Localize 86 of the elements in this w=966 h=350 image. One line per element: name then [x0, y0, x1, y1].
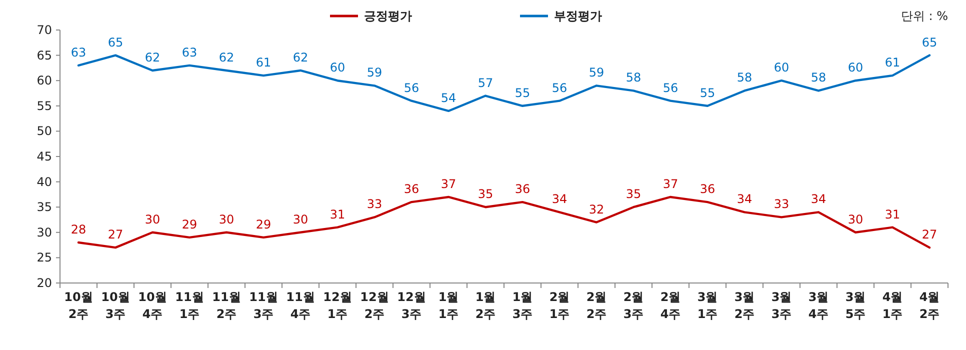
data-label: 37 — [440, 176, 456, 191]
data-label: 58 — [736, 70, 752, 85]
data-label: 60 — [848, 60, 864, 75]
x-tick-label: 2월 2주 — [586, 290, 607, 321]
y-tick-label: 35 — [36, 200, 52, 214]
data-label: 27 — [108, 228, 124, 242]
x-tick-label: 3월 1주 — [697, 290, 718, 321]
data-label: 65 — [108, 35, 124, 50]
y-tick-label: 20 — [36, 276, 52, 290]
x-tick-label: 1월 1주 — [438, 290, 459, 321]
data-label: 28 — [70, 222, 86, 237]
x-tick-label: 12월 2주 — [360, 290, 389, 321]
x-tick-label: 3월 2주 — [734, 290, 755, 321]
y-tick-label: 45 — [36, 150, 52, 164]
data-label: 58 — [810, 70, 826, 85]
data-label: 37 — [662, 176, 678, 191]
data-label: 35 — [626, 187, 642, 202]
data-label: 29 — [256, 217, 272, 232]
data-label: 30 — [144, 212, 160, 226]
data-label: 34 — [810, 192, 826, 206]
x-tick-label: 1월 3주 — [512, 290, 533, 321]
data-label: 61 — [884, 56, 900, 70]
x-tick-label: 10월 3주 — [101, 290, 130, 321]
x-tick-label: 4월 1주 — [882, 290, 903, 321]
data-label: 55 — [514, 86, 530, 100]
x-tick-label: 1월 2주 — [475, 290, 496, 321]
data-label: 60 — [330, 60, 346, 75]
x-tick-label: 4월 2주 — [919, 290, 940, 321]
x-tick-label: 3월 4주 — [808, 290, 829, 321]
data-label: 62 — [144, 50, 160, 64]
legend-label: 긍정평가 — [364, 9, 412, 23]
x-tick-label: 12월 1주 — [323, 290, 352, 321]
y-tick-label: 50 — [36, 124, 52, 138]
data-label: 32 — [588, 202, 604, 216]
x-tick-label: 11월 2주 — [212, 290, 241, 321]
legend-label: 부정평가 — [554, 9, 602, 23]
x-tick-label: 11월 3주 — [249, 290, 278, 321]
y-tick-label: 55 — [36, 98, 52, 113]
data-label: 33 — [366, 197, 382, 212]
data-label: 31 — [884, 207, 900, 222]
y-tick-label: 65 — [36, 48, 52, 62]
data-label: 63 — [182, 45, 198, 60]
data-label: 29 — [182, 217, 198, 232]
y-tick-label: 25 — [36, 250, 52, 265]
data-label: 61 — [256, 56, 272, 70]
data-label: 57 — [478, 76, 494, 90]
data-label: 30 — [848, 212, 864, 226]
x-tick-label: 11월 4주 — [286, 290, 315, 321]
y-tick-label: 30 — [36, 225, 52, 240]
y-tick-label: 60 — [36, 74, 52, 88]
data-label: 59 — [588, 66, 604, 80]
data-label: 54 — [440, 90, 456, 105]
x-tick-label: 2월 3주 — [623, 290, 644, 321]
data-label: 56 — [404, 80, 420, 95]
data-label: 36 — [404, 182, 420, 196]
data-label: 55 — [700, 86, 716, 100]
data-label: 34 — [552, 192, 568, 206]
data-label: 36 — [514, 182, 530, 196]
data-label: 62 — [218, 50, 234, 64]
data-label: 30 — [292, 212, 308, 226]
data-label: 30 — [218, 212, 234, 226]
y-tick-label: 70 — [36, 23, 52, 37]
data-label: 36 — [700, 182, 716, 196]
data-label: 62 — [292, 50, 308, 64]
data-label: 35 — [478, 187, 494, 202]
x-tick-label: 12월 3주 — [397, 290, 426, 321]
data-label: 60 — [774, 60, 790, 75]
data-label: 31 — [330, 207, 346, 222]
x-tick-label: 10월 2주 — [64, 290, 93, 321]
y-tick-label: 40 — [36, 174, 52, 189]
x-tick-label: 3월 5주 — [845, 290, 866, 321]
x-tick-label: 11월 1주 — [175, 290, 204, 321]
data-label: 59 — [366, 66, 382, 80]
data-label: 63 — [70, 45, 86, 60]
data-label: 56 — [552, 80, 568, 95]
x-tick-label: 2월 4주 — [660, 290, 681, 321]
x-tick-label: 3월 3주 — [771, 290, 792, 321]
data-label: 27 — [922, 228, 938, 242]
data-label: 65 — [922, 35, 938, 50]
data-label: 33 — [774, 197, 790, 212]
data-label: 56 — [662, 80, 678, 95]
data-label: 58 — [626, 70, 642, 85]
data-label: 34 — [736, 192, 752, 206]
x-tick-label: 10월 4주 — [138, 290, 167, 321]
x-tick-label: 2월 1주 — [549, 290, 570, 321]
text: 단위 : % — [900, 9, 948, 23]
